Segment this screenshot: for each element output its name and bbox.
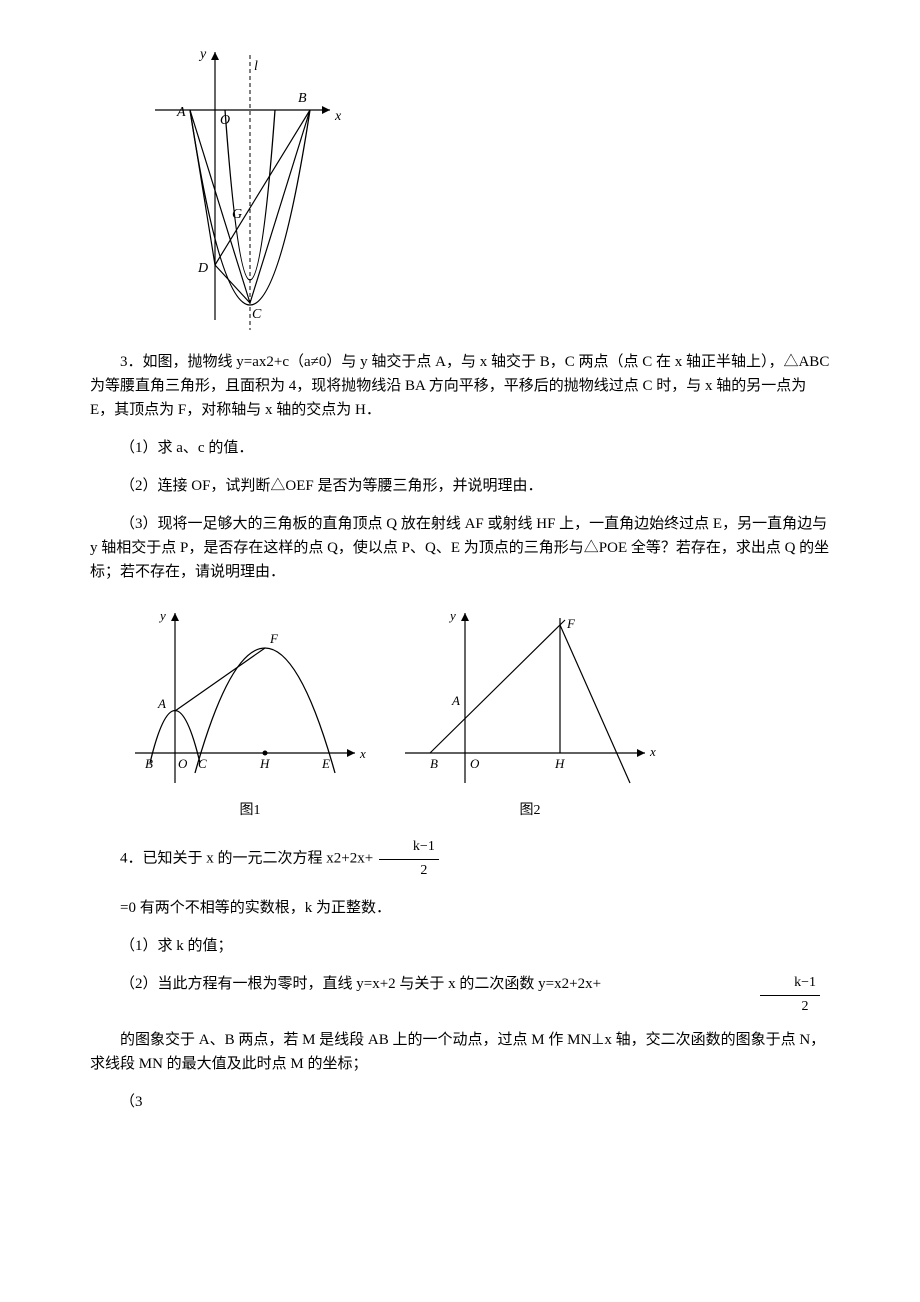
problem3-intro: 3．如图，抛物线 y=ax2+c（a≠0）与 y 轴交于点 A，与 x 轴交于 … <box>90 350 830 422</box>
p4-q2a: （2）当此方程有一根为零时，直线 y=x+2 与关于 x 的二次函数 y=x2+… <box>120 976 601 992</box>
D-label: D <box>197 261 208 276</box>
svg-text:x: x <box>359 746 366 761</box>
svg-text:B: B <box>145 756 153 771</box>
svg-text:x: x <box>649 744 656 759</box>
figure-top: x y l A O B G D C <box>150 40 830 340</box>
O-label: O <box>220 113 230 128</box>
problem4-q1: （1）求 k 的值； <box>90 934 830 958</box>
problem4-q2-line2: 的图象交于 A、B 两点，若 M 是线段 AB 上的一个动点，过点 M 作 MN… <box>90 1028 830 1076</box>
svg-text:H: H <box>259 756 270 771</box>
A-label: A <box>176 105 186 120</box>
x-label: x <box>334 109 342 124</box>
svg-text:A: A <box>451 693 460 708</box>
figure-row: x y A B O C H E F 图1 <box>130 598 830 822</box>
svg-text:H: H <box>554 756 565 771</box>
y-label: y <box>198 47 207 62</box>
svg-text:y: y <box>158 608 166 623</box>
G-label: G <box>232 207 242 222</box>
problem4-q3: （3 <box>90 1090 830 1114</box>
svg-text:y: y <box>448 608 456 623</box>
problem4-q2-line1: （2）当此方程有一根为零时，直线 y=x+2 与关于 x 的二次函数 y=x2+… <box>90 972 830 996</box>
fig1-caption: 图1 <box>130 800 370 822</box>
svg-text:C: C <box>198 756 207 771</box>
problem3-q2: （2）连接 OF，试判断△OEF 是否为等腰三角形，并说明理由． <box>90 474 830 498</box>
p4-intro-b: =0 有两个不相等的实数根，k 为正整数． <box>90 896 830 920</box>
svg-text:E: E <box>321 756 330 771</box>
problem3-q1: （1）求 a、c 的值． <box>90 436 830 460</box>
parabola-figure-1: x y l A O B G D C <box>150 40 350 340</box>
fig2-caption: 图2 <box>400 800 660 822</box>
fraction-2: k−1 2 <box>760 972 820 1018</box>
p4-intro-a: 4．已知关于 x 的一元二次方程 x2+2x+ <box>120 851 373 867</box>
figure-p3-2: x y A B O H F 图2 <box>400 598 660 822</box>
frac-den: 2 <box>379 860 439 882</box>
l-label: l <box>254 59 258 74</box>
B-label: B <box>298 91 307 106</box>
svg-text:O: O <box>470 756 480 771</box>
svg-text:O: O <box>178 756 188 771</box>
problem4-intro: 4．已知关于 x 的一元二次方程 x2+2x+ k−1 2 <box>90 836 830 882</box>
svg-text:F: F <box>566 616 576 631</box>
frac-num: k−1 <box>379 836 439 859</box>
frac-num-2: k−1 <box>760 972 820 995</box>
svg-text:A: A <box>157 696 166 711</box>
figure-p3-1: x y A B O C H E F 图1 <box>130 598 370 822</box>
svg-text:F: F <box>269 631 279 646</box>
frac-den-2: 2 <box>760 996 820 1018</box>
fraction-1: k−1 2 <box>379 836 439 882</box>
C-label: C <box>252 307 262 322</box>
svg-text:B: B <box>430 756 438 771</box>
problem3-q3: （3）现将一足够大的三角板的直角顶点 Q 放在射线 AF 或射线 HF 上，一直… <box>90 512 830 584</box>
